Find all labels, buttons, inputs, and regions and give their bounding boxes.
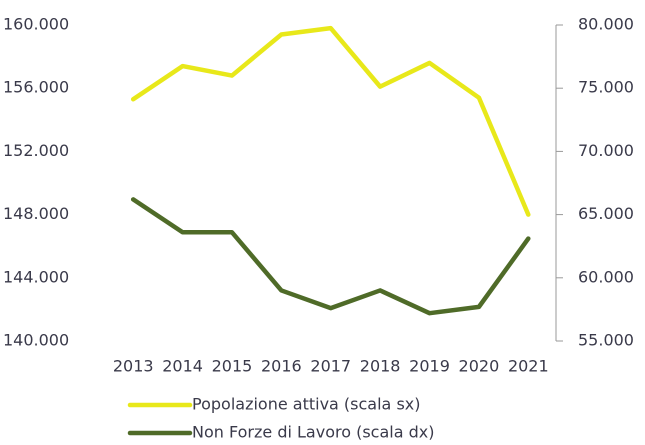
y-tick-label: 152.000 xyxy=(3,141,69,160)
y2-tick-label: 55.000 xyxy=(578,331,634,350)
data-line xyxy=(130,197,531,316)
y-tick-label: 148.000 xyxy=(3,204,69,223)
y2-tick-label: 65.000 xyxy=(578,204,634,223)
y2-tick-label: 60.000 xyxy=(578,267,634,286)
y-tick-label: 140.000 xyxy=(3,331,69,350)
x-tick-label: 2020 xyxy=(459,357,500,376)
x-tick-label: 2021 xyxy=(508,357,549,376)
y2-tick-label: 70.000 xyxy=(578,141,634,160)
legend-label: Non Forze di Lavoro (scala dx) xyxy=(192,423,434,442)
data-line xyxy=(130,25,531,217)
x-tick-label: 2014 xyxy=(162,357,203,376)
y-tick-label: 156.000 xyxy=(3,78,69,97)
x-tick-label: 2015 xyxy=(212,357,253,376)
y-tick-label: 144.000 xyxy=(3,267,69,286)
x-tick-label: 2016 xyxy=(261,357,302,376)
x-tick-label: 2018 xyxy=(360,357,401,376)
x-tick-label: 2017 xyxy=(310,357,351,376)
legend-label: Popolazione attiva (scala sx) xyxy=(192,395,420,414)
y2-tick-label: 75.000 xyxy=(578,78,634,97)
y2-tick-label: 80.000 xyxy=(578,15,634,34)
x-tick-label: 2013 xyxy=(113,357,154,376)
x-tick-label: 2019 xyxy=(409,357,450,376)
y-tick-label: 160.000 xyxy=(3,15,69,34)
